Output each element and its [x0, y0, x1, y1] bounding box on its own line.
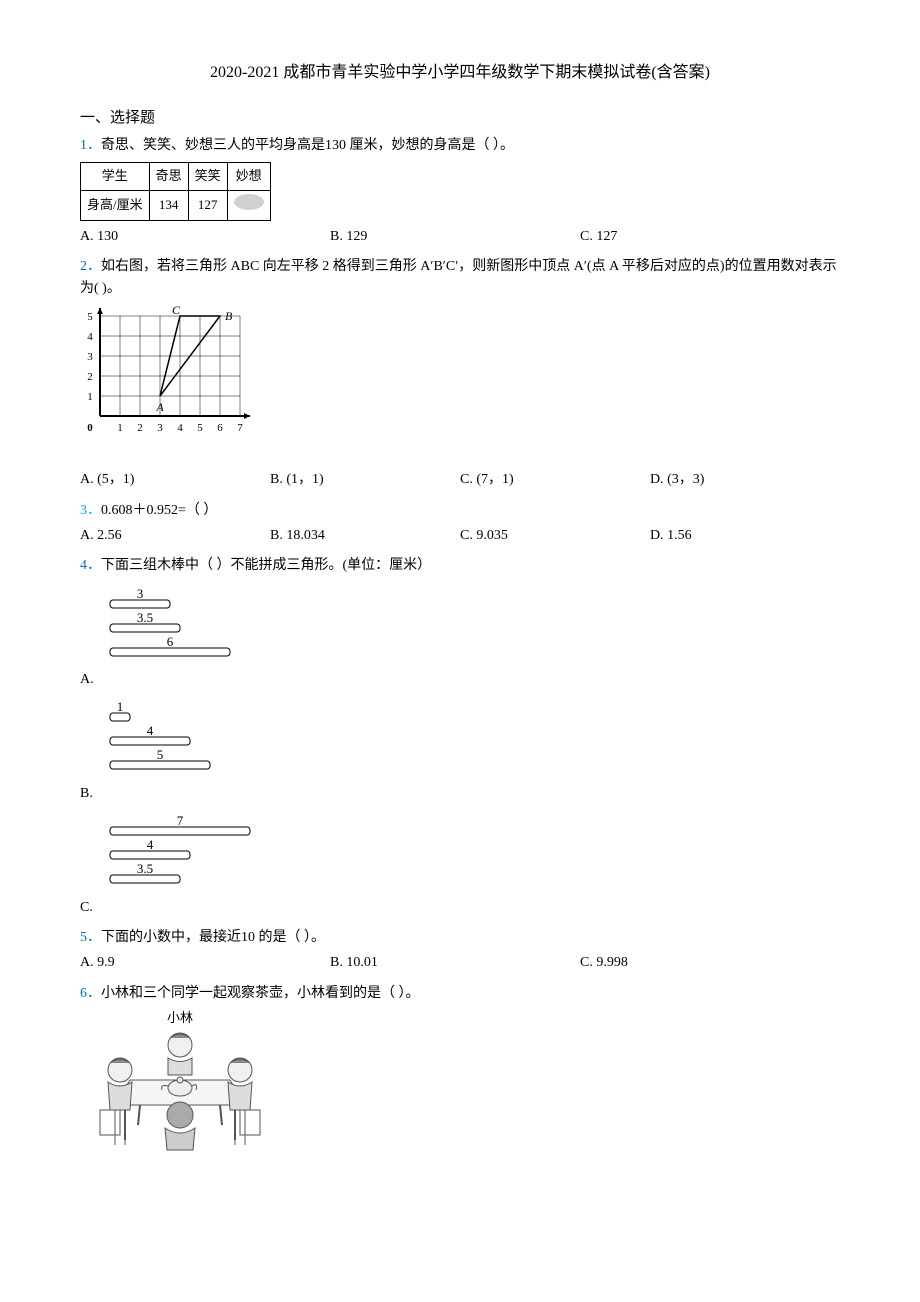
- svg-text:5: 5: [87, 311, 93, 323]
- q1-number: 1．: [80, 138, 101, 153]
- option-c: C. (7，1): [460, 469, 640, 491]
- option-b: B. (1，1): [270, 469, 450, 491]
- option-b: B. 18.034: [270, 525, 450, 547]
- table-cell-blank: [227, 190, 270, 220]
- svg-text:5: 5: [197, 422, 203, 434]
- question-4: 4．下面三组木棒中（ ）不能拼成三角形。(单位：厘米） 3 3.5 6 A. 1…: [80, 555, 840, 919]
- table-cell: 127: [188, 190, 227, 220]
- option-a: A. 130: [80, 226, 320, 248]
- q4-text: 下面三组木棒中（ ）不能拼成三角形。(单位：厘米）: [101, 558, 431, 573]
- question-3: 3．0.608＋0.952=（ ） A. 2.56 B. 18.034 C. 9…: [80, 500, 840, 548]
- svg-text:5: 5: [157, 747, 164, 762]
- q2-text: 如右图，若将三角形 ABC 向左平移 2 格得到三角形 A′B′C′，则新图形中…: [80, 259, 837, 296]
- option-d: D. (3，3): [650, 469, 830, 491]
- svg-text:3.5: 3.5: [137, 610, 153, 625]
- question-6: 6．小林和三个同学一起观察茶壶，小林看到的是（ ）。 小林: [80, 983, 840, 1169]
- svg-text:B: B: [225, 309, 233, 323]
- option-c: C. 9.035: [460, 525, 640, 547]
- option-a: A. 2.56: [80, 525, 260, 547]
- q2-graph: A B C 1 2 3 4 5 6 0 1 2 3 4 5 6 7: [80, 306, 840, 464]
- svg-text:4: 4: [147, 723, 154, 738]
- svg-text:7: 7: [237, 422, 243, 434]
- svg-text:0: 0: [87, 422, 93, 434]
- svg-text:6: 6: [167, 634, 174, 649]
- question-1: 1．奇思、笑笑、妙想三人的平均身高是130 厘米，妙想的身高是（ ）。 学生 奇…: [80, 135, 840, 248]
- svg-text:6: 6: [217, 422, 223, 434]
- svg-text:3: 3: [87, 351, 93, 363]
- svg-text:4: 4: [177, 422, 183, 434]
- svg-text:3: 3: [157, 422, 163, 434]
- table-header: 学生: [81, 162, 150, 190]
- svg-text:4: 4: [87, 331, 93, 343]
- svg-text:A: A: [155, 400, 164, 414]
- svg-text:2: 2: [87, 371, 93, 383]
- svg-text:4: 4: [147, 837, 154, 852]
- svg-text:C: C: [172, 306, 181, 317]
- q6-illustration: 小林: [80, 1010, 840, 1168]
- svg-text:1: 1: [117, 422, 123, 434]
- q5-options: A. 9.9 B. 10.01 C. 9.998: [80, 952, 840, 974]
- option-letter: C.: [80, 897, 93, 919]
- q4-option-a: 3 3.5 6 A.: [80, 586, 840, 692]
- table-cell: 134: [149, 190, 188, 220]
- table-row-label: 身高/厘米: [81, 190, 150, 220]
- option-d: D. 1.56: [650, 525, 830, 547]
- svg-text:1: 1: [117, 699, 124, 714]
- q6-text: 小林和三个同学一起观察茶壶，小林看到的是（ ）。: [101, 986, 420, 1001]
- svg-text:7: 7: [177, 813, 184, 828]
- q2-number: 2．: [80, 259, 101, 274]
- svg-text:3: 3: [137, 586, 144, 601]
- table-header: 妙想: [227, 162, 270, 190]
- option-a: A. (5，1): [80, 469, 260, 491]
- q3-options: A. 2.56 B. 18.034 C. 9.035 D. 1.56: [80, 525, 840, 547]
- q3-text: 0.608＋0.952=（ ）: [101, 503, 217, 518]
- q6-number: 6．: [80, 986, 101, 1001]
- option-b: B. 129: [330, 226, 570, 248]
- table-header: 奇思: [149, 162, 188, 190]
- xiaolin-label: 小林: [167, 1010, 193, 1025]
- section-1-title: 一、选择题: [80, 106, 840, 130]
- q5-text: 下面的小数中，最接近10 的是（ ）。: [101, 930, 325, 945]
- exam-title: 2020-2021 成都市青羊实验中学小学四年级数学下期末模拟试卷(含答案): [80, 60, 840, 86]
- q1-text: 奇思、笑笑、妙想三人的平均身高是130 厘米，妙想的身高是（ ）。: [101, 138, 514, 153]
- option-letter: A.: [80, 669, 94, 691]
- svg-text:3.5: 3.5: [137, 861, 153, 876]
- q2-options: A. (5，1) B. (1，1) C. (7，1) D. (3，3): [80, 469, 840, 491]
- q3-number: 3．: [80, 503, 101, 518]
- svg-text:1: 1: [87, 391, 93, 403]
- q1-table: 学生 奇思 笑笑 妙想 身高/厘米 134 127: [80, 162, 271, 221]
- question-5: 5．下面的小数中，最接近10 的是（ ）。 A. 9.9 B. 10.01 C.…: [80, 927, 840, 975]
- q4-number: 4．: [80, 558, 101, 573]
- svg-text:2: 2: [137, 422, 143, 434]
- question-2: 2．如右图，若将三角形 ABC 向左平移 2 格得到三角形 A′B′C′，则新图…: [80, 256, 840, 492]
- option-b: B. 10.01: [330, 952, 570, 974]
- table-header: 笑笑: [188, 162, 227, 190]
- q5-number: 5．: [80, 930, 101, 945]
- q1-options: A. 130 B. 129 C. 127: [80, 226, 840, 248]
- option-letter: B.: [80, 783, 93, 805]
- q4-option-b: 1 4 5 B.: [80, 699, 840, 805]
- option-c: C. 9.998: [580, 952, 820, 974]
- option-c: C. 127: [580, 226, 820, 248]
- option-a: A. 9.9: [80, 952, 320, 974]
- q4-option-c: 7 4 3.5 C.: [80, 813, 840, 919]
